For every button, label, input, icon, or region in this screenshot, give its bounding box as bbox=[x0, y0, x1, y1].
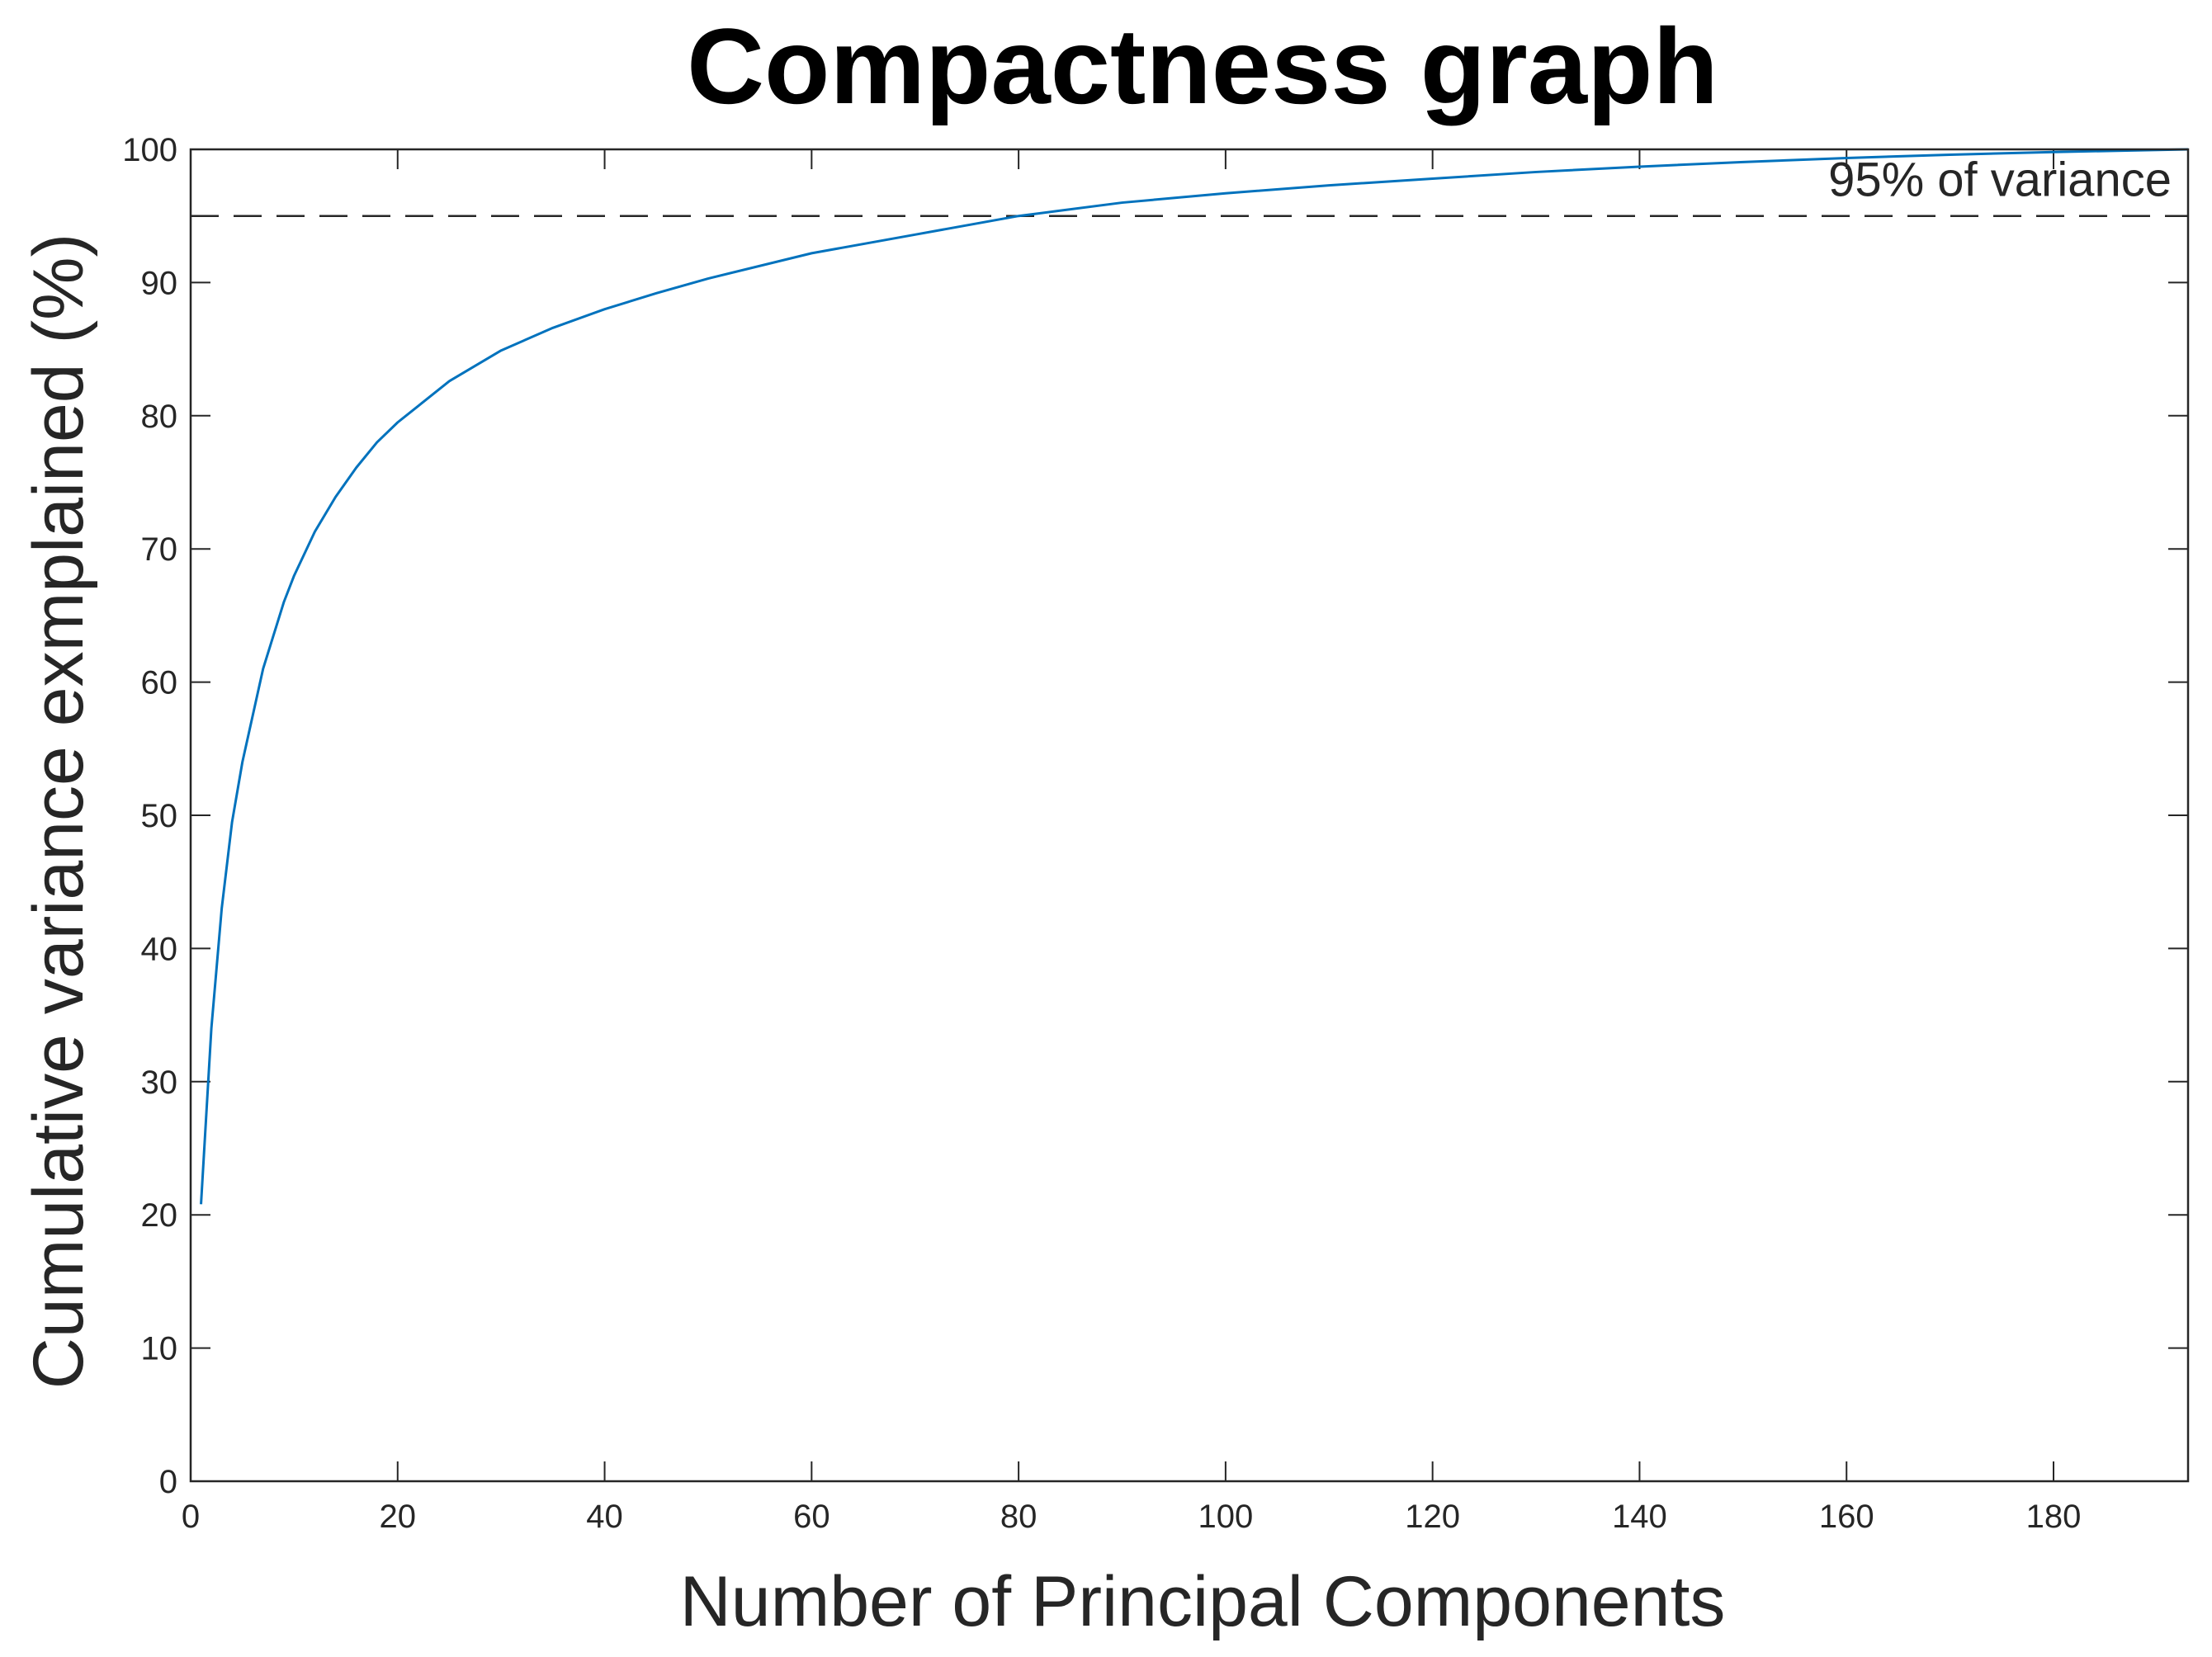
x-tick-label: 60 bbox=[793, 1499, 830, 1535]
plot-frame bbox=[189, 148, 2190, 1483]
reference-line-label: 95% of variance bbox=[1828, 153, 2172, 207]
y-tick-label: 50 bbox=[141, 798, 178, 834]
x-axis-label: Number of Principal Components bbox=[680, 1562, 1726, 1641]
x-tick-label: 160 bbox=[1819, 1499, 1874, 1535]
y-tick-label: 20 bbox=[141, 1197, 178, 1234]
y-tick-label: 70 bbox=[141, 531, 178, 568]
y-axis-label: Cumulative variance exmplained (%) bbox=[19, 234, 98, 1389]
x-tick-label: 80 bbox=[1000, 1499, 1037, 1535]
y-tick-label: 80 bbox=[141, 399, 178, 435]
x-tick-label: 0 bbox=[182, 1499, 200, 1535]
y-tick-label: 90 bbox=[141, 265, 178, 301]
y-tick-label: 100 bbox=[122, 132, 177, 168]
plot-area: 0 20 40 60 80 100 120 140 160 180 0 10 20 30 40 50 60 70 8… bbox=[122, 132, 2190, 1535]
y-tick-label: 60 bbox=[141, 665, 178, 701]
x-tick-label: 20 bbox=[380, 1499, 417, 1535]
y-tick-label: 10 bbox=[141, 1331, 178, 1367]
x-tick-label: 120 bbox=[1405, 1499, 1460, 1535]
y-tick-label: 0 bbox=[159, 1464, 177, 1500]
x-tick-label: 40 bbox=[586, 1499, 623, 1535]
y-tick-label: 30 bbox=[141, 1065, 178, 1101]
chart-title: Compactness graph bbox=[687, 6, 1718, 126]
cumulative-variance-line bbox=[200, 148, 2189, 1205]
x-tick-label: 140 bbox=[1612, 1499, 1667, 1535]
x-tick-label: 100 bbox=[1198, 1499, 1254, 1535]
y-tick-label: 40 bbox=[141, 931, 178, 967]
x-tick-label: 180 bbox=[2026, 1499, 2082, 1535]
